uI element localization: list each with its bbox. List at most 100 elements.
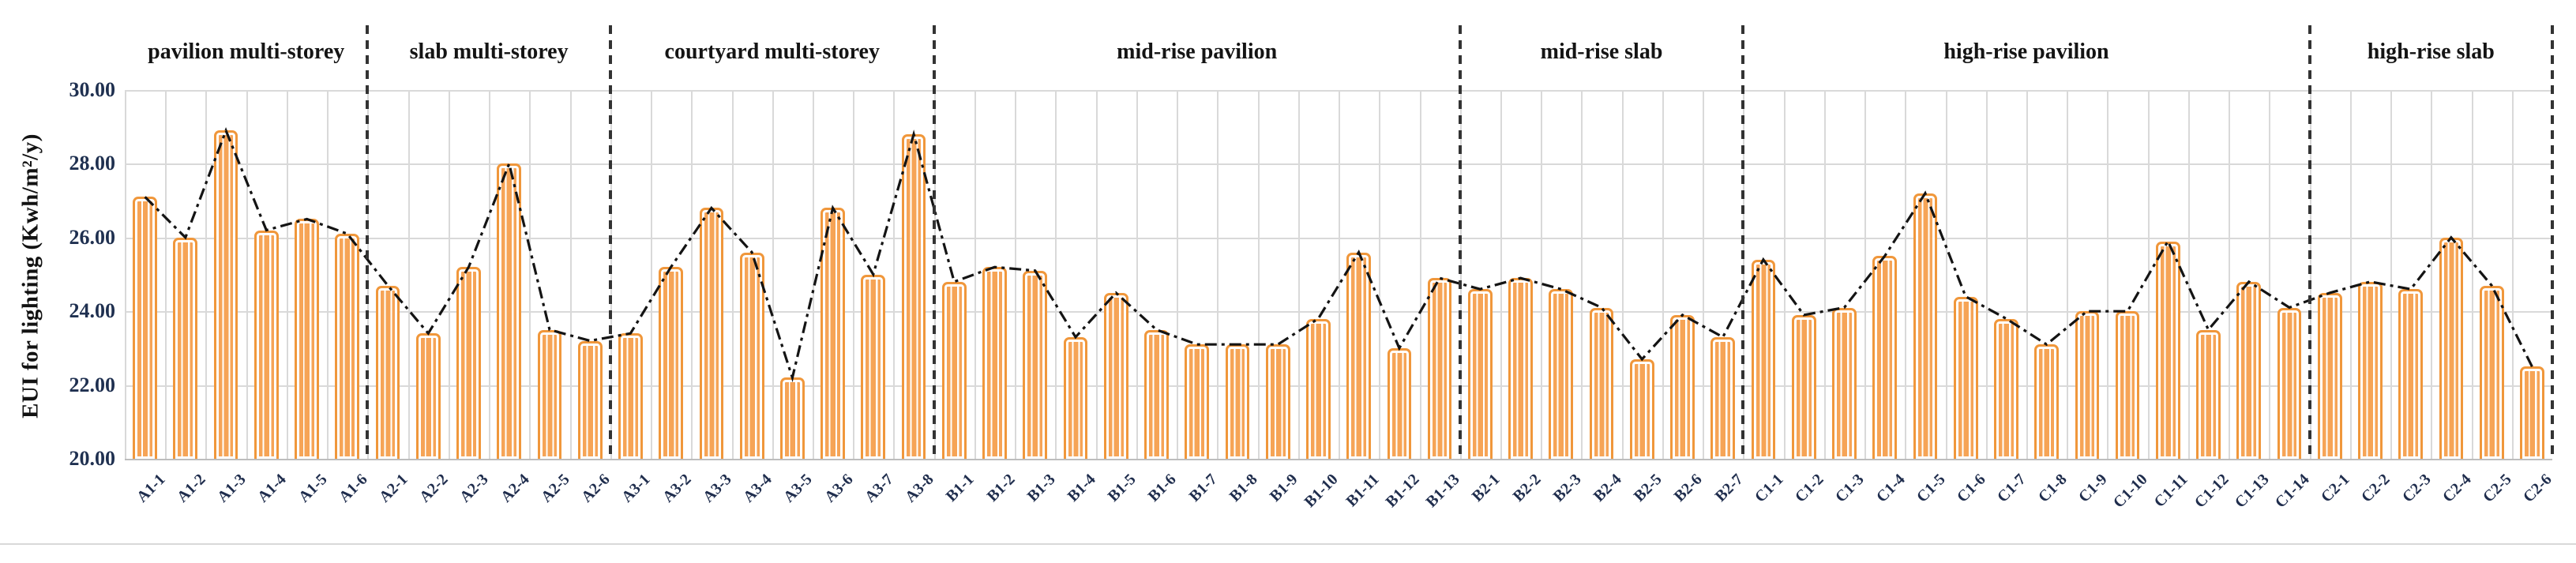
x-tick-label: C1-3 [1832,471,1868,506]
bar [2520,366,2544,459]
category-cell [691,90,731,459]
category-cell [2350,90,2390,459]
category-cell [1864,90,1905,459]
group-header: mid-rise slab [1460,39,1744,65]
category-cell [327,90,367,459]
category-cell [2148,90,2188,459]
category-cell [1460,90,1500,459]
group-separator [366,25,370,459]
x-tick-label: B1-10 [1301,471,1342,511]
x-tick-label: C2-6 [2520,471,2555,506]
bar [2398,289,2424,459]
x-tick-label: B2-1 [1469,471,1504,505]
x-tick-label: C2-1 [2318,471,2353,506]
category-cell [853,90,893,459]
bar [1306,318,1331,459]
bar [1346,252,1372,459]
category-cell [1339,90,1379,459]
bar [1144,329,1169,459]
category-cell [813,90,853,459]
x-tick-label: A3-8 [901,471,937,506]
category-cell [610,90,651,459]
category-cell [2229,90,2269,459]
category-cell [165,90,205,459]
x-tick-label: C2-3 [2398,471,2435,506]
group-label-row: pavilion multi-storey slab multi-storey co… [125,39,2552,65]
group-separator [932,25,936,459]
bar [1103,292,1128,459]
x-tick-label: B2-4 [1590,471,1625,505]
bar [2155,241,2180,459]
category-cell [1743,90,1783,459]
x-tick-label: C1-10 [2109,471,2151,512]
bar [699,208,724,459]
x-tick-label: B1-8 [1226,471,1261,505]
category-cell [2188,90,2229,459]
x-tick-label: B1-1 [942,471,978,505]
category-cell [934,90,974,459]
x-tick-label: B1-11 [1342,471,1383,511]
group-separator [1741,25,1745,459]
y-axis-title: EUI for lighting (Kwh/m²/y) [17,133,43,418]
group-header: high-rise pavilion [1743,39,2309,65]
category-cell [974,90,1015,459]
bar [253,230,279,459]
category-cell [2431,90,2471,459]
category-cell [529,90,569,459]
x-tick-label: B1-7 [1185,471,1221,505]
bar [2196,329,2221,459]
bar [1670,314,1695,459]
category-cell [1298,90,1339,459]
x-tick-label: B1-4 [1064,471,1099,505]
x-tick-label: A3-3 [699,471,735,506]
bar [1467,289,1493,459]
category-cell [732,90,772,459]
bar [901,134,926,459]
x-tick-label: C2-2 [2358,471,2394,506]
group-label: mid-rise pavilion [1117,39,1278,64]
category-cell [2310,90,2350,459]
bar [133,197,157,459]
x-tick-label: C1-12 [2191,471,2232,512]
bar [1751,259,1776,459]
group-label: mid-rise slab [1540,39,1663,64]
bar [415,333,441,459]
group-separator [2308,25,2311,459]
bar [941,281,967,459]
x-tick-label: B2-7 [1711,471,1747,505]
group-separator [608,25,612,459]
y-tick-label: 26.00 [69,225,116,249]
category-cell [2512,90,2552,459]
bar [1832,307,1857,459]
plot-area [125,90,2552,460]
bar [618,333,643,459]
category-cell [1136,90,1177,459]
figure-bottom-rule [0,543,2576,545]
category-cell [2472,90,2512,459]
group-header: mid-rise pavilion [934,39,1460,65]
category-cell [1622,90,1662,459]
x-tick-label: C1-4 [1872,471,1909,506]
x-tick-label: B1-6 [1145,471,1180,505]
x-tick-label: C1-7 [1994,471,2030,506]
x-tick-label: A3-2 [659,471,695,506]
y-tick-label: 24.00 [69,299,116,323]
bar [1994,318,2018,459]
bar-series [125,90,2552,459]
y-tick-label: 20.00 [69,447,116,470]
gridline [125,90,2552,92]
category-cell [1824,90,1864,459]
x-tick-label: A2-5 [537,471,573,506]
x-tick-label: A2-3 [456,471,493,506]
category-cell [1986,90,2026,459]
bar [820,208,845,459]
x-tick-label: B1-12 [1382,471,1423,511]
category-cell [246,90,287,459]
bar [739,252,764,459]
category-cell [2067,90,2107,459]
group-label: high-rise slab [2367,39,2495,64]
x-tick-label: A1-5 [295,471,331,506]
bar [2358,281,2383,459]
bar [659,267,684,459]
